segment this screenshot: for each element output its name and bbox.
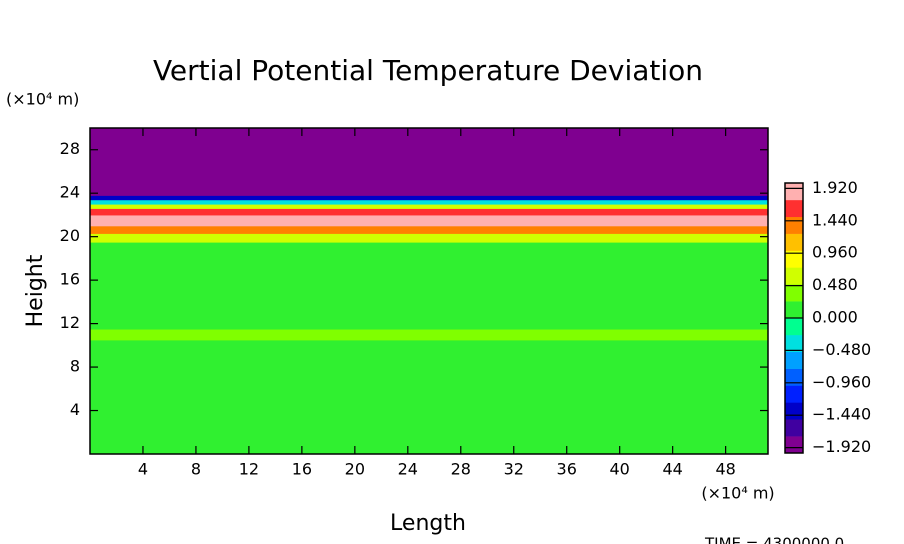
- x-tick-label: 20: [345, 460, 365, 479]
- colorbar-tick-label: 1.920: [812, 178, 858, 197]
- x-tick-label: 8: [191, 460, 201, 479]
- y-axis-label: Height: [23, 254, 48, 327]
- contour-band: [90, 233, 768, 243]
- colorbar-swatch: [785, 199, 803, 218]
- y-tick-label: 24: [60, 183, 80, 202]
- colorbar-swatch: [785, 183, 803, 201]
- colorbar-swatch: [785, 250, 803, 268]
- x-tick-label: 4: [138, 460, 148, 479]
- x-tick-label: 12: [239, 460, 259, 479]
- colorbar-swatch: [785, 233, 803, 251]
- x-axis-label: Length: [390, 511, 466, 536]
- colorbar-tick-label: 0.000: [812, 308, 858, 327]
- contour-band: [90, 329, 768, 341]
- plot-frame: [89, 127, 769, 455]
- y-unit: (×10⁴ m): [6, 90, 79, 109]
- x-tick-label: 24: [398, 460, 418, 479]
- footer: TIME = 4300000.0: [704, 535, 844, 544]
- colorbar-tick-label: −1.440: [812, 405, 871, 424]
- colorbar-tick-label: −1.920: [812, 437, 871, 456]
- colorbar-swatch: [785, 368, 803, 386]
- colorbar-swatch: [785, 385, 803, 403]
- colorbar-swatch: [785, 334, 803, 353]
- x-tick-label: 40: [610, 460, 630, 479]
- y-tick-label: 12: [60, 313, 80, 332]
- x-tick-label: 16: [292, 460, 312, 479]
- colorbar-swatch: [785, 419, 803, 437]
- y-tick-label: 8: [70, 357, 80, 376]
- colorbar-tick-label: 1.440: [812, 210, 858, 229]
- colorbar-swatch: [785, 402, 803, 420]
- colorbar-tick-label: −0.480: [812, 340, 871, 359]
- colorbar-swatch: [785, 301, 803, 319]
- y-tick-label: 4: [70, 400, 80, 419]
- contour-band: [90, 242, 768, 330]
- x-tick-label: 32: [504, 460, 524, 479]
- contour-band: [90, 225, 768, 234]
- colorbar-swatch: [785, 216, 803, 234]
- contour-band: [90, 199, 768, 205]
- contour-band: [90, 208, 768, 216]
- y-tick-label: 16: [60, 270, 80, 289]
- x-tick-label: 36: [557, 460, 577, 479]
- colorbar-tick-label: −0.960: [812, 372, 871, 391]
- x-tick-label: 48: [715, 460, 735, 479]
- y-tick-label: 20: [60, 226, 80, 245]
- x-unit: (×10⁴ m): [701, 484, 774, 503]
- colorbar-swatch: [785, 284, 803, 302]
- contour-band: [90, 195, 768, 201]
- contour-band: [90, 128, 768, 196]
- x-tick-label: 28: [451, 460, 471, 479]
- colorbar-swatch: [785, 267, 803, 285]
- colorbar-tick-label: 0.480: [812, 275, 858, 294]
- y-tick-label: 28: [60, 139, 80, 158]
- contour-band: [90, 214, 768, 227]
- contour-band: [90, 339, 768, 455]
- colorbar-tick-label: 0.960: [812, 243, 858, 262]
- chart-title: Vertial Potential Temperature Deviation: [153, 54, 703, 87]
- colorbar-swatch: [785, 436, 803, 454]
- contour-band: [90, 204, 768, 209]
- colorbar-swatch: [785, 351, 803, 369]
- colorbar-swatch: [785, 318, 803, 336]
- x-tick-label: 44: [662, 460, 682, 479]
